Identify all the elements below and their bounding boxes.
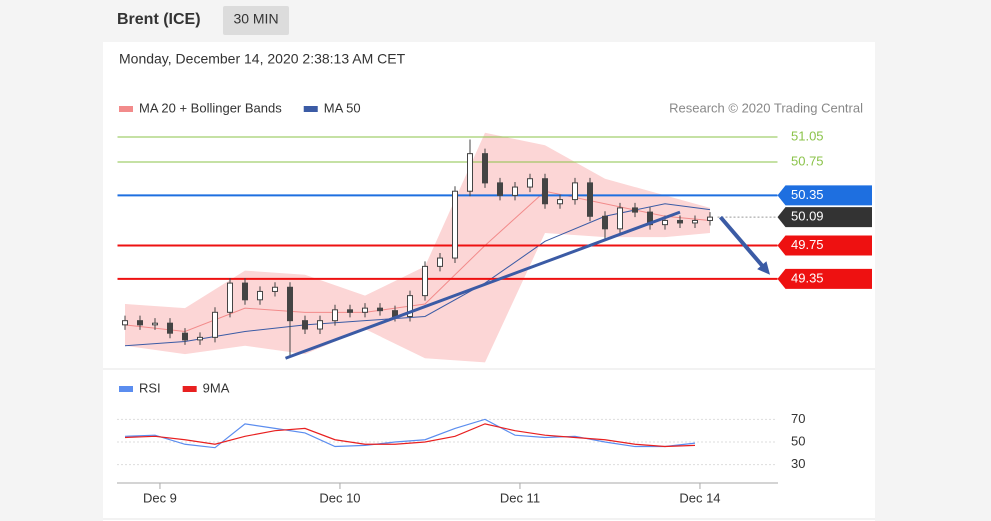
legend-label: MA 50 [324,100,361,115]
candle-body [257,290,263,301]
candle-body [377,307,383,312]
candle-body [212,311,218,338]
trendline [284,210,681,360]
interval: 30 MIN [233,11,278,27]
candle-body [482,153,488,184]
candle-body [692,219,698,224]
candle-body [137,320,143,326]
level-label: 50.35 [791,187,824,202]
level-label: 50.75 [791,153,824,168]
level-label: 51.05 [791,128,824,143]
forecast-arrow [718,215,767,270]
candle-body [497,182,503,196]
timestamp: Monday, December 14, 2020 2:38:13 AM CET [119,51,406,67]
level-label: 49.35 [791,270,824,285]
x-tick-label: Dec 14 [679,490,720,505]
candle-body [572,182,578,201]
candle-body [527,178,533,188]
candle-body [287,286,293,322]
candle-body [152,322,158,326]
legend-swatch [119,386,133,392]
legend-label: MA 20 + Bollinger Bands [139,100,282,115]
legend-label: 9MA [203,380,230,395]
candle-body [227,282,233,313]
candle-body [362,307,368,313]
candle-body [332,309,338,322]
candle-body [242,282,248,301]
candle-body [707,216,713,221]
candle-body [122,320,128,326]
bollinger-band [125,132,710,363]
instrument: Brent (ICE) [117,11,201,28]
level-tag [777,268,872,289]
candle-body [302,320,308,330]
candle-body [617,207,623,230]
level-label: 50.09 [791,209,824,224]
candle-body [347,309,353,313]
candle-body [632,207,638,213]
level-label: 49.75 [791,237,824,252]
legend-swatch [119,106,133,112]
candle-body [662,219,668,226]
candle-body [167,322,173,334]
candle-body [677,219,683,224]
candle-body [602,215,608,230]
x-tick-label: Dec 9 [143,490,177,505]
credit: Research © 2020 Trading Central [669,100,863,115]
candle-body [557,199,563,205]
candle-body [422,265,428,297]
legend-swatch [182,386,197,392]
y-tick-label: 30 [791,456,805,471]
level-tag [777,185,872,206]
rsi-line [124,418,696,449]
candle-body [587,182,593,217]
y-tick-label: 70 [791,411,805,426]
candle-body [452,190,458,259]
level-tag [777,235,872,256]
header-bar [103,0,875,42]
candle-body [197,336,203,341]
y-tick-label: 50 [791,433,805,448]
x-tick-label: Dec 11 [500,490,540,505]
legend-swatch [303,106,318,112]
candle-body [317,320,323,330]
rsi-line [124,423,696,448]
interval-button[interactable] [223,6,289,35]
forecast-arrowhead [757,261,770,275]
ma20-line [124,190,711,333]
candle-body [272,286,278,292]
candle-body [467,153,473,192]
candle-body [542,178,548,205]
candle-body [182,332,188,341]
legend-label: RSI [139,380,161,395]
level-tag [777,207,872,228]
candle-body [437,257,443,267]
x-tick-label: Dec 10 [319,490,360,505]
candle-body [407,295,413,317]
ma50-line [124,203,711,347]
candle-body [512,186,518,196]
